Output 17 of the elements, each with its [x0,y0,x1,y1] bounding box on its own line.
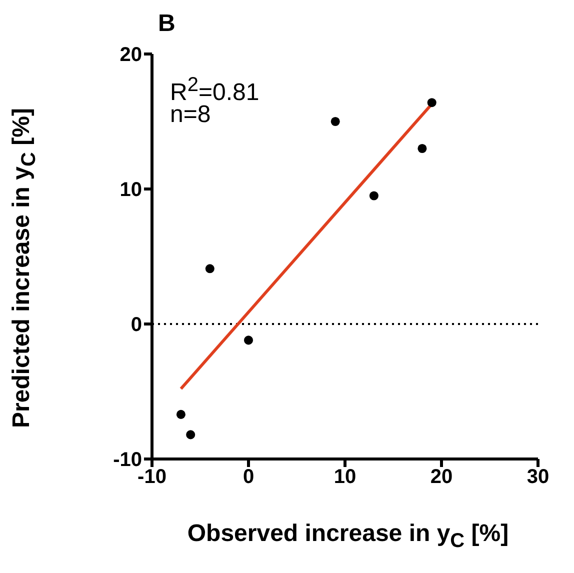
x-axis-title: Observed increase in y$_{C}$ [%] [186,520,510,553]
y-tick-label: 20 [120,44,142,66]
y-tick-label: 10 [120,179,142,202]
point [330,116,340,126]
point [369,191,378,200]
x-tick-label: 20 [430,466,453,488]
x-tick-label: 10 [334,466,356,488]
y-tick-label: 0 [130,314,142,336]
point [418,144,427,154]
chart-title: B [158,10,176,38]
point [205,264,214,274]
x-tick-label: 30 [526,466,550,488]
point [427,98,436,108]
point [176,410,186,419]
x-tick-label: 0 [242,466,254,488]
point [186,430,196,440]
point [244,336,254,345]
